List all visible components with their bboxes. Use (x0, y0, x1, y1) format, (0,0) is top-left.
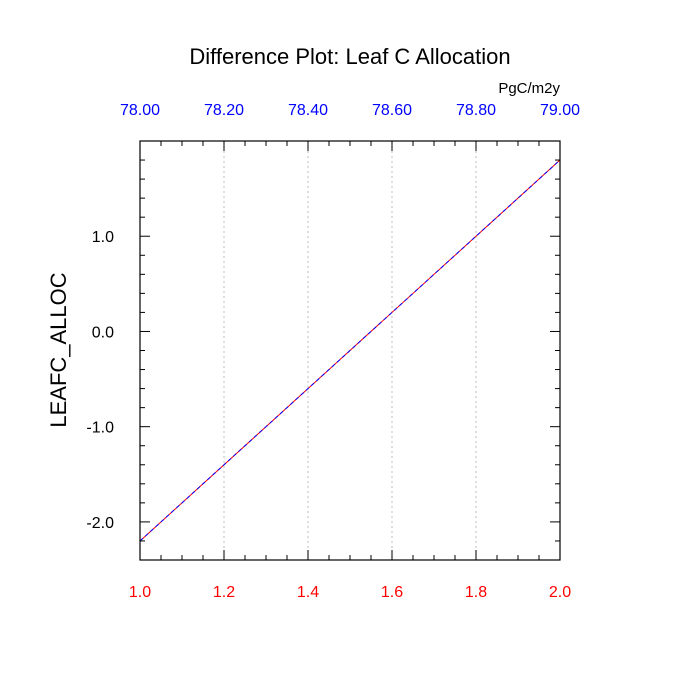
plot-lines (139, 159, 561, 542)
x-tick-label: 1.4 (297, 584, 319, 601)
x-tick-label: 1.0 (129, 584, 151, 601)
y-tick-label: -2.0 (86, 515, 114, 532)
x-tick-label: 1.6 (381, 584, 403, 601)
top-tick-label: 78.60 (372, 102, 412, 119)
top-tick-label: 78.00 (120, 102, 160, 119)
y-tick-label: -1.0 (86, 420, 114, 437)
x-tick-label: 1.8 (465, 584, 487, 601)
top-tick-label: 78.40 (288, 102, 328, 119)
top-tick-label: 78.80 (456, 102, 496, 119)
tick-labels: 1.0 78.00 1.2 78.20 1.4 78.40 1.6 78.60 1.8 78.80… (86, 102, 580, 601)
x-tick-label: 1.2 (213, 584, 235, 601)
top-tick-label: 79.00 (540, 102, 580, 119)
y-tick-label: 0.0 (92, 324, 114, 341)
chart-title: Difference Plot: Leaf C Allocation (189, 44, 510, 69)
y-axis-label: LEAFC_ALLOC (46, 272, 71, 427)
x-tick-label: 2.0 (549, 584, 571, 601)
y-tick-label: 1.0 (92, 229, 114, 246)
top-tick-label: 78.20 (204, 102, 244, 119)
tick-marks (139, 141, 561, 561)
series-line (139, 159, 561, 542)
units-label: PgC/m2y (498, 80, 560, 97)
